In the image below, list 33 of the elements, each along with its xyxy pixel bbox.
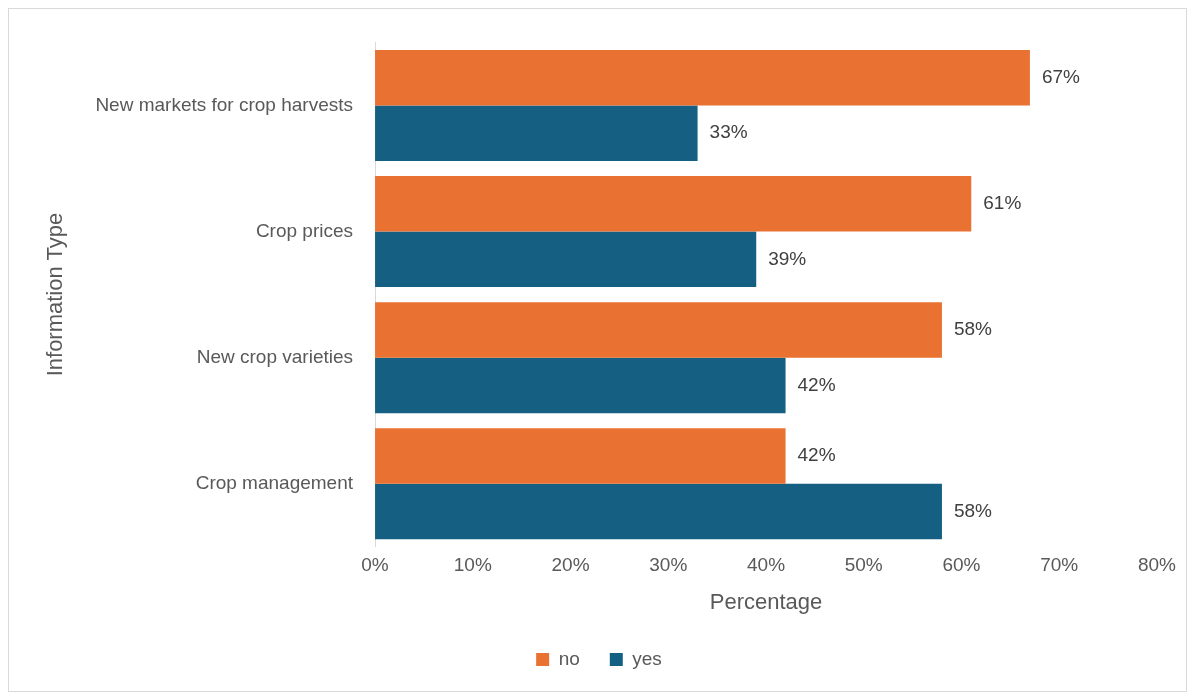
x-tick-label: 40%	[746, 554, 786, 576]
data-label: 42%	[797, 444, 836, 466]
x-tick-label: 60%	[942, 554, 981, 576]
bar	[375, 428, 786, 484]
y-tick-label: New crop varieties	[196, 345, 354, 367]
x-tick-label: 0%	[361, 554, 389, 576]
data-label: 61%	[983, 192, 1022, 214]
bar	[375, 49, 1030, 106]
legend-label: yes	[632, 647, 662, 669]
y-tick-label: Crop prices	[255, 219, 354, 241]
data-label: 42%	[797, 373, 836, 395]
bar	[375, 483, 942, 540]
x-tick-label: 50%	[844, 554, 883, 576]
legend-label: no	[558, 647, 580, 669]
bar	[375, 176, 972, 232]
bar	[375, 231, 757, 288]
data-label: 58%	[953, 318, 993, 340]
y-tick-label: Crop management	[195, 471, 354, 493]
x-axis-title: Percentage	[709, 588, 823, 614]
data-label: 67%	[1041, 65, 1081, 87]
x-tick-label: 10%	[453, 554, 492, 576]
x-tick-label: 20%	[551, 554, 590, 576]
bar	[375, 302, 942, 358]
y-axis-title: Information Type	[42, 212, 68, 377]
data-label: 58%	[953, 499, 993, 521]
bar	[375, 105, 698, 161]
x-tick-label: 80%	[1137, 554, 1177, 576]
x-tick-label: 30%	[649, 554, 688, 576]
bar	[375, 357, 786, 414]
data-label: 33%	[709, 121, 748, 143]
data-label: 39%	[768, 247, 807, 269]
x-tick-label: 70%	[1040, 554, 1079, 576]
y-tick-label: New markets for crop harvests	[95, 93, 354, 115]
